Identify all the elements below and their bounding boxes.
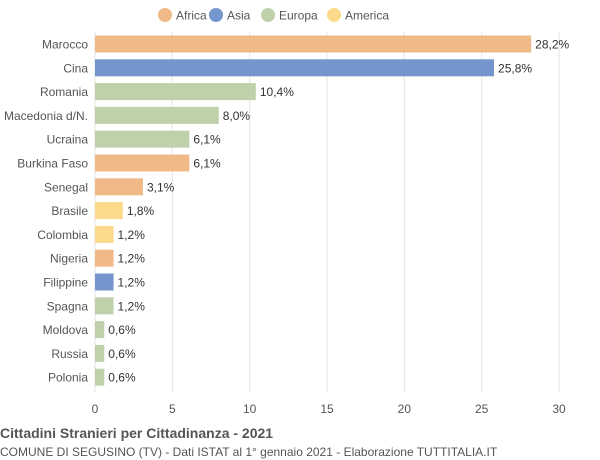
legend-swatch-asia bbox=[209, 8, 223, 22]
value-label-moldova: 0,6% bbox=[108, 323, 136, 337]
value-label-filippine: 1,2% bbox=[118, 276, 146, 290]
value-label-senegal: 3,1% bbox=[147, 180, 175, 194]
value-label-burkina-faso: 6,1% bbox=[193, 157, 221, 171]
value-label-spagna: 1,2% bbox=[118, 299, 146, 313]
x-tick-label-15: 15 bbox=[320, 402, 334, 416]
bar-romania bbox=[95, 83, 256, 101]
value-label-colombia: 1,2% bbox=[118, 228, 146, 242]
bar-brasile bbox=[95, 202, 123, 220]
category-label-senegal: Senegal bbox=[44, 180, 88, 194]
value-label-russia: 0,6% bbox=[108, 347, 136, 361]
bar-colombia bbox=[95, 225, 114, 243]
bar-russia bbox=[95, 344, 105, 362]
x-tick-label-0: 0 bbox=[92, 402, 99, 416]
value-label-ucraina: 6,1% bbox=[193, 133, 221, 147]
category-label-macedonia-d-n: Macedonia d/N. bbox=[4, 109, 88, 123]
category-label-cina: Cina bbox=[63, 61, 88, 75]
category-label-brasile: Brasile bbox=[51, 204, 88, 218]
value-label-marocco: 28,2% bbox=[535, 38, 569, 52]
bar-macedonia-d-n bbox=[95, 106, 219, 124]
bar-ucraina bbox=[95, 130, 190, 148]
legend-swatch-africa bbox=[158, 8, 172, 22]
bar-polonia bbox=[95, 368, 105, 386]
legend-label-africa: Africa bbox=[176, 9, 207, 23]
bar-senegal bbox=[95, 178, 143, 196]
bar-marocco bbox=[95, 35, 532, 53]
value-labels: 28,2%25,8%10,4%8,0%6,1%6,1%3,1%1,8%1,2%1… bbox=[108, 38, 569, 385]
value-label-macedonia-d-n: 8,0% bbox=[223, 109, 251, 123]
chart-subtitle: COMUNE DI SEGUSINO (TV) - Dati ISTAT al … bbox=[0, 445, 498, 459]
category-label-polonia: Polonia bbox=[48, 371, 88, 385]
x-tick-label-25: 25 bbox=[475, 402, 489, 416]
value-label-brasile: 1,8% bbox=[127, 204, 155, 218]
value-label-polonia: 0,6% bbox=[108, 371, 136, 385]
x-tick-label-30: 30 bbox=[552, 402, 566, 416]
legend: Africa Asia Europa America bbox=[158, 8, 389, 23]
legend-swatch-europa bbox=[261, 8, 275, 22]
bar-cina bbox=[95, 59, 495, 77]
bar-spagna bbox=[95, 297, 114, 315]
x-tick-label-10: 10 bbox=[243, 402, 257, 416]
x-axis-ticks: 0 5 10 15 20 25 30 bbox=[92, 402, 566, 416]
category-label-russia: Russia bbox=[51, 347, 88, 361]
value-label-romania: 10,4% bbox=[260, 85, 294, 99]
x-tick-label-5: 5 bbox=[169, 402, 176, 416]
category-label-filippine: Filippine bbox=[43, 276, 88, 290]
bar-moldova bbox=[95, 321, 105, 339]
x-tick-label-20: 20 bbox=[398, 402, 412, 416]
chart-title: Cittadini Stranieri per Cittadinanza - 2… bbox=[0, 425, 274, 441]
value-label-cina: 25,8% bbox=[498, 61, 532, 75]
category-label-spagna: Spagna bbox=[47, 299, 89, 313]
bar-nigeria bbox=[95, 249, 114, 267]
bar-filippine bbox=[95, 273, 114, 291]
legend-swatch-america bbox=[327, 8, 341, 22]
legend-label-america: America bbox=[345, 9, 389, 23]
category-label-ucraina: Ucraina bbox=[47, 133, 89, 147]
bar-burkina-faso bbox=[95, 154, 190, 172]
legend-label-europa: Europa bbox=[279, 9, 318, 23]
category-label-romania: Romania bbox=[40, 85, 88, 99]
bars bbox=[95, 35, 532, 386]
legend-label-asia: Asia bbox=[227, 9, 251, 23]
category-label-nigeria: Nigeria bbox=[50, 252, 88, 266]
value-label-nigeria: 1,2% bbox=[118, 252, 146, 266]
category-label-marocco: Marocco bbox=[42, 38, 88, 52]
category-label-burkina-faso: Burkina Faso bbox=[17, 157, 88, 171]
category-label-colombia: Colombia bbox=[37, 228, 88, 242]
category-label-moldova: Moldova bbox=[43, 323, 89, 337]
bar-chart: Africa Asia Europa America Marocco Cina Roman… bbox=[4, 8, 570, 416]
category-labels: Marocco Cina Romania Macedonia d/N. Ucraina B… bbox=[4, 38, 88, 385]
